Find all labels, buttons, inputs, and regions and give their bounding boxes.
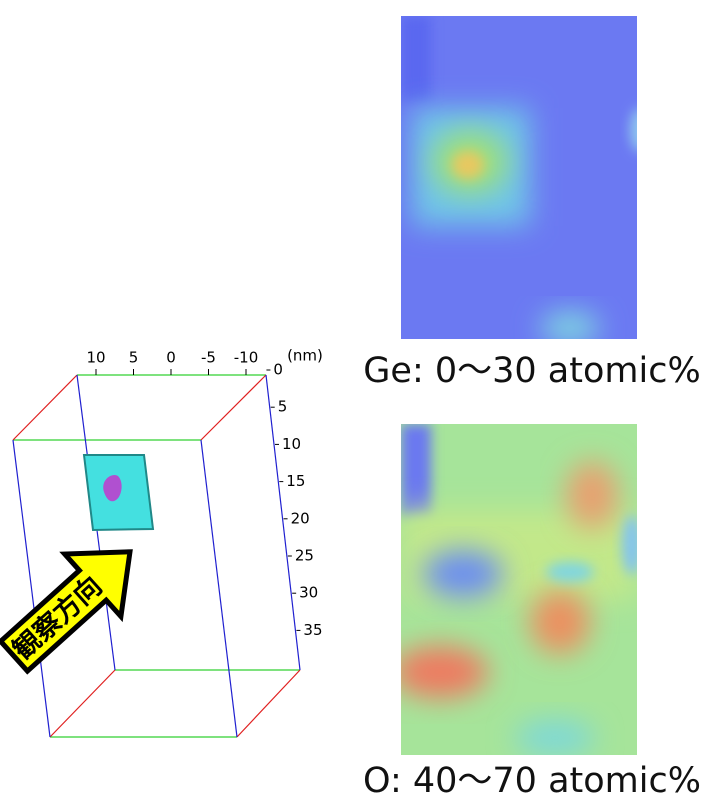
tick-label: 15 bbox=[286, 472, 305, 490]
particle bbox=[103, 474, 122, 502]
lateral-axis: 10 5 0 -5 -10 bbox=[86, 349, 259, 375]
tick-label: 35 bbox=[303, 621, 322, 639]
tick-label: 5 bbox=[278, 398, 288, 416]
tick-label: 20 bbox=[291, 509, 310, 527]
tick-label: 30 bbox=[299, 584, 318, 602]
axis-unit: (nm) bbox=[287, 347, 323, 365]
tick-label: 25 bbox=[295, 547, 314, 565]
map-caption: O: 40〜70 atomic% bbox=[363, 761, 701, 801]
arrow-label: 観察方向 bbox=[7, 570, 109, 666]
box bbox=[12, 374, 301, 738]
tick-label: 10 bbox=[282, 435, 301, 453]
tick-label: 0 bbox=[273, 361, 283, 379]
tick-label: 10 bbox=[86, 349, 105, 367]
tick-label: -10 bbox=[234, 349, 259, 367]
depth-axis: 0 5 10 15 20 25 30 35 bbox=[266, 361, 323, 639]
tick-label: 0 bbox=[166, 349, 176, 367]
tick-label: -5 bbox=[201, 349, 216, 367]
view-arrow: 観察方向 bbox=[0, 549, 133, 675]
tick-label: 5 bbox=[129, 349, 139, 367]
o-map bbox=[401, 424, 637, 755]
ge-map bbox=[401, 16, 637, 339]
map-caption: Ge: 0〜30 atomic% bbox=[363, 351, 700, 391]
